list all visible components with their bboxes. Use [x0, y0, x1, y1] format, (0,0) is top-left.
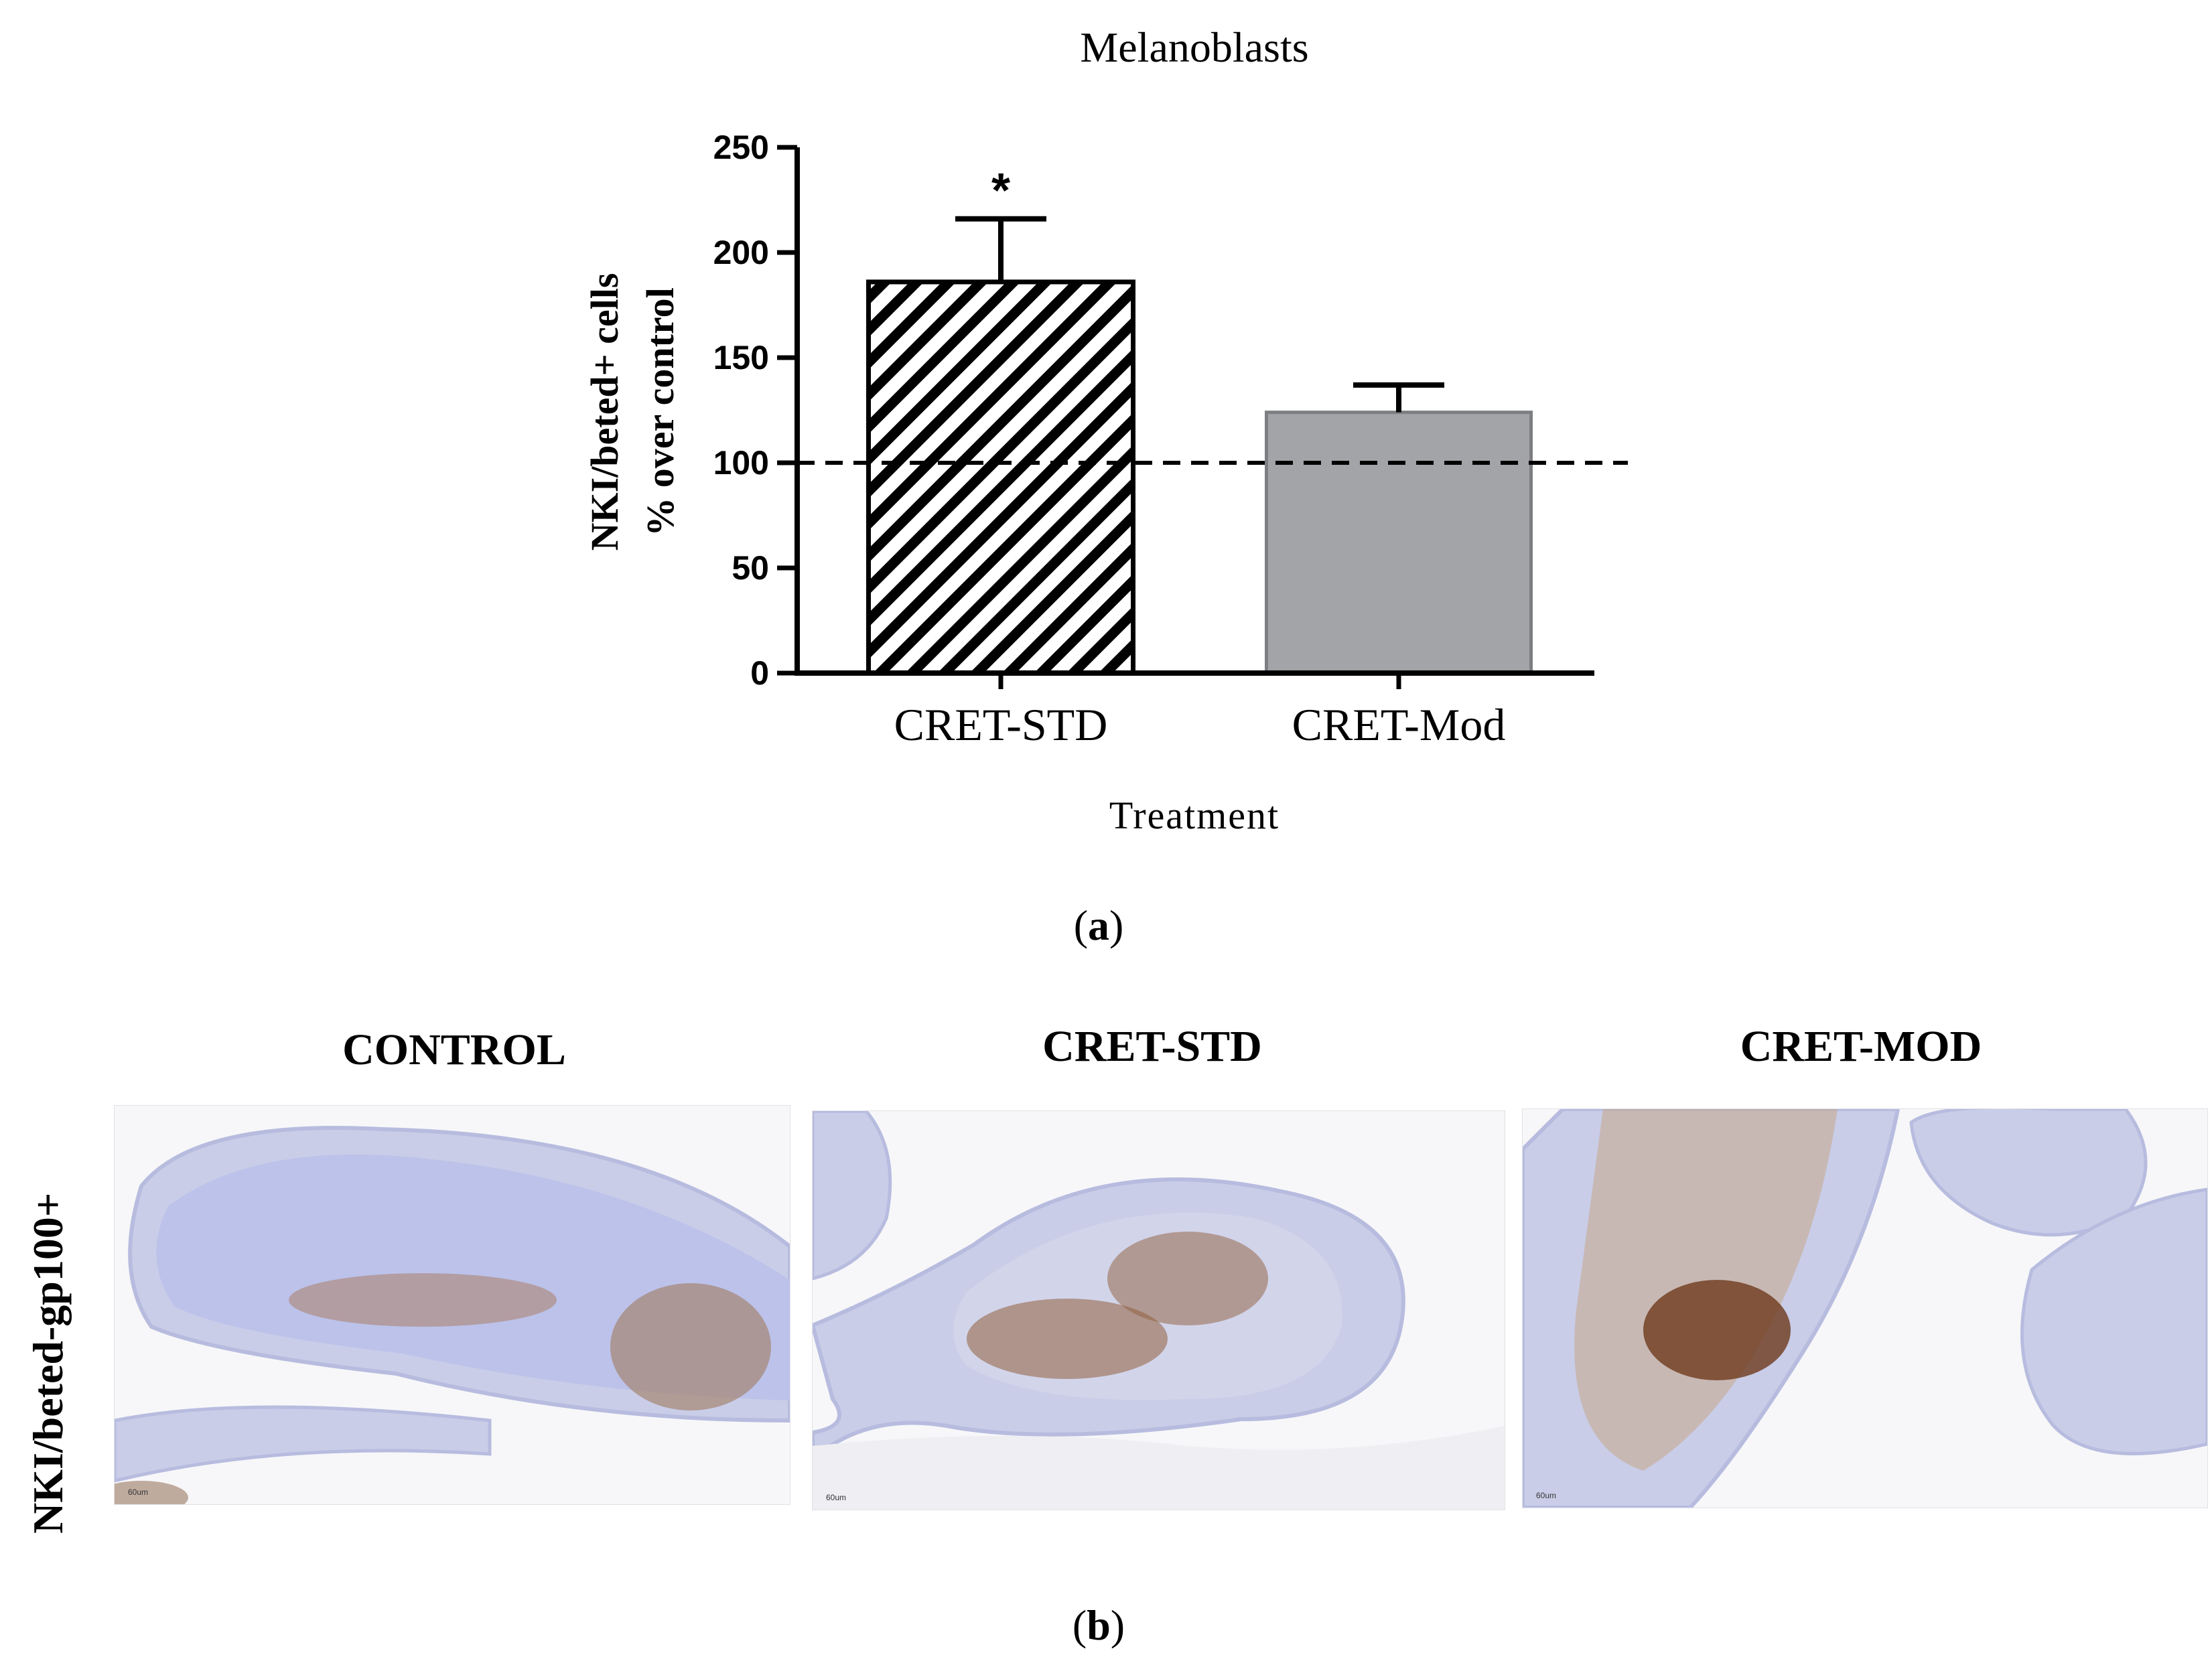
- scale-bar-cret-std: 60um: [826, 1493, 847, 1502]
- y-tick-label: 0: [750, 654, 769, 692]
- significance-marker: *: [991, 164, 1010, 218]
- bar-cret-std: [866, 279, 1135, 676]
- y-tick-label: 250: [713, 129, 769, 166]
- x-axis-label: Treatment: [1109, 794, 1280, 837]
- y-axis-label-line1: NKI/beted+ cells: [583, 273, 626, 551]
- panel-a-label: (a): [1073, 901, 1124, 949]
- scale-bar-control: 60um: [128, 1487, 149, 1497]
- x-tick-label: CRET-STD: [894, 699, 1108, 750]
- chart-title: Melanoblasts: [1080, 23, 1308, 71]
- bar-chart: Melanoblasts NKI/beted+ cells % over contr…: [583, 23, 1628, 837]
- y-axis-label-line2: % over control: [638, 287, 682, 536]
- x-tick-label: CRET-Mod: [1292, 699, 1506, 750]
- micrograph-cret-std: 60um: [812, 1110, 1505, 1510]
- y-tick-label: 50: [732, 549, 769, 587]
- y-tick-label: 100: [713, 444, 769, 482]
- micrograph-control: 60um: [114, 1105, 790, 1505]
- micrograph-title-cret-std: CRET-STD: [1042, 1022, 1262, 1071]
- y-tick-label: 150: [713, 339, 769, 376]
- micrograph-cret-mod: 60um: [1522, 1108, 2208, 1508]
- micrograph-row-label: NKI/beted-gp100+: [24, 1192, 72, 1534]
- micrograph-title-control: CONTROL: [342, 1025, 566, 1074]
- bar-cret-mod: [1265, 411, 1533, 675]
- panel-b-label: (b): [1072, 1601, 1125, 1649]
- micrograph-title-cret-mod: CRET-MOD: [1740, 1022, 1982, 1071]
- scale-bar-cret-mod: 60um: [1536, 1491, 1557, 1500]
- y-tick-label: 200: [713, 234, 769, 271]
